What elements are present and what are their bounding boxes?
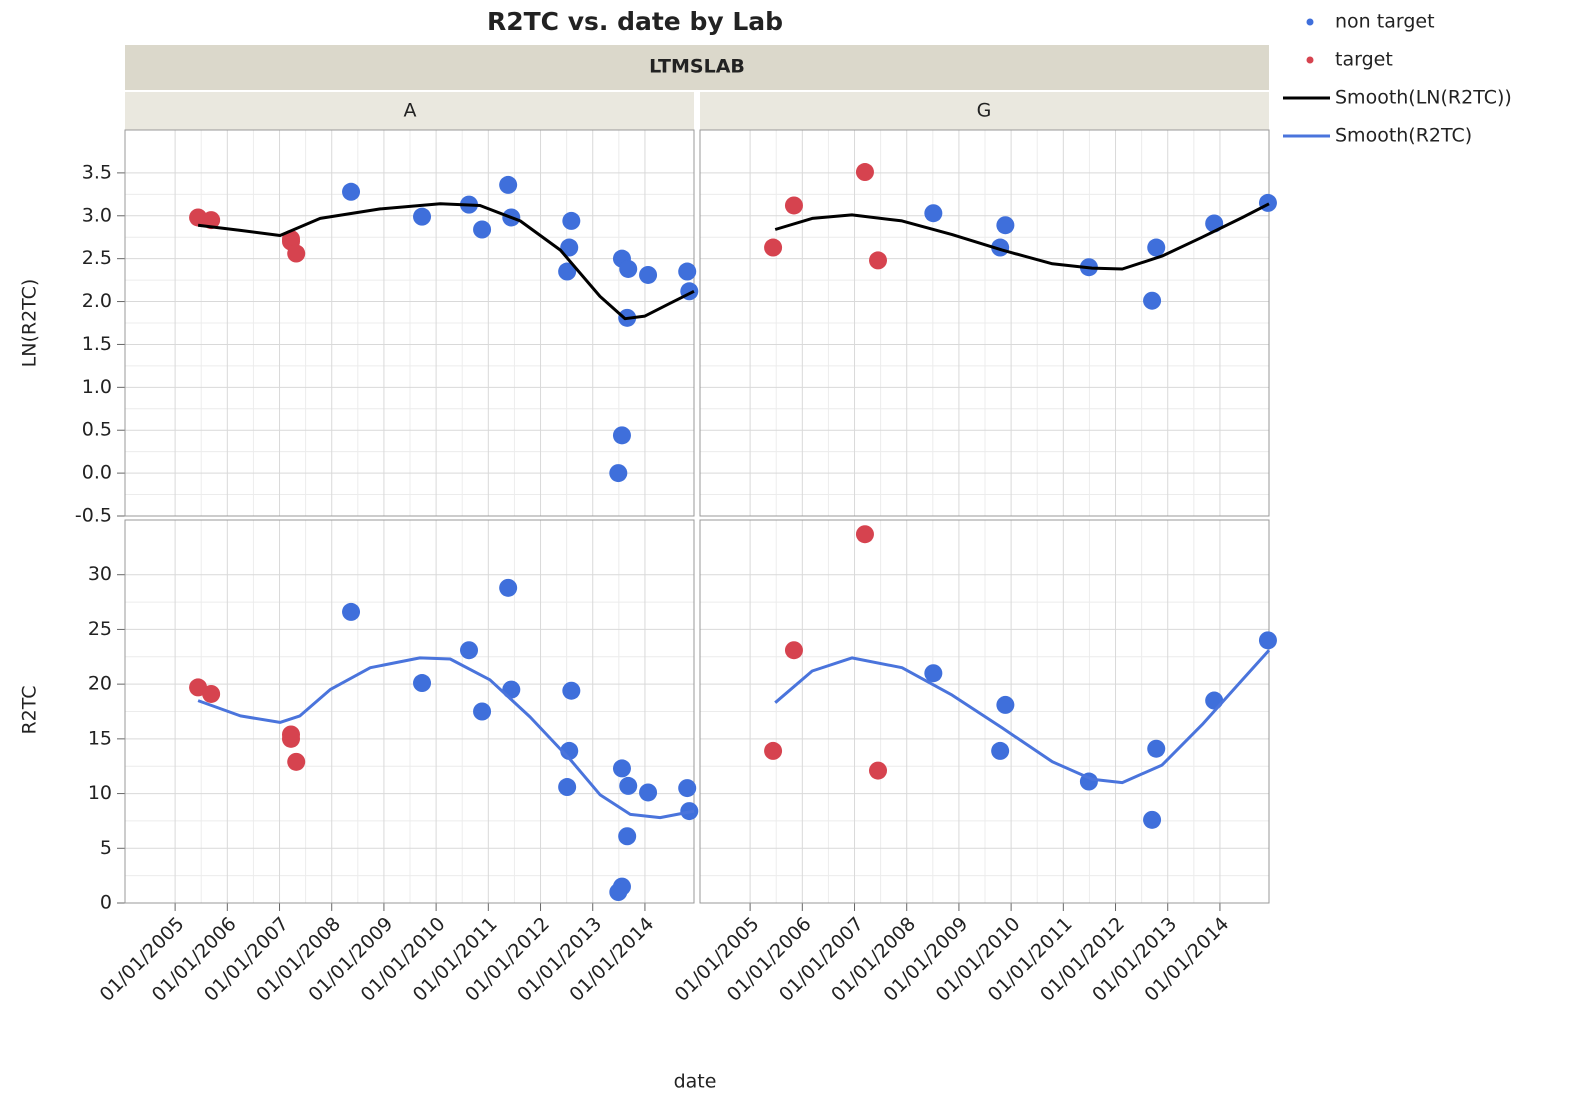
point	[473, 220, 492, 239]
y-tick-label: 3.5	[82, 161, 112, 183]
point	[924, 204, 943, 223]
point	[612, 426, 631, 445]
point	[609, 883, 628, 902]
facet-header	[125, 45, 1269, 90]
y-tick-label: 1.0	[82, 376, 112, 398]
legend-marker	[1306, 18, 1314, 26]
panel-header	[700, 92, 1269, 130]
y-tick-label: 15	[88, 727, 112, 749]
point	[1205, 691, 1224, 710]
y-axis-label: LN(R2TC)	[19, 279, 41, 368]
panel-label: A	[404, 100, 417, 122]
point	[287, 752, 306, 771]
y-tick-label: 30	[88, 563, 112, 585]
point	[869, 761, 888, 780]
point	[499, 578, 518, 597]
point	[784, 641, 803, 660]
point	[413, 207, 432, 226]
panel-frame	[699, 129, 1270, 517]
point	[639, 783, 658, 802]
point	[869, 251, 888, 270]
point	[639, 265, 658, 284]
point	[784, 196, 803, 215]
point	[996, 695, 1015, 714]
y-tick-label: 0.5	[82, 419, 112, 441]
facet-label: LTMSLAB	[649, 56, 745, 78]
y-tick-label: 10	[88, 782, 112, 804]
y-tick-label: 1.5	[82, 333, 112, 355]
point	[413, 674, 432, 693]
chart-title: R2TC vs. date by Lab	[487, 7, 783, 36]
x-axis-label: date	[674, 1071, 717, 1093]
y-tick-label: 3.0	[82, 204, 112, 226]
point	[502, 680, 521, 699]
legend-label: Smooth(LN(R2TC))	[1335, 87, 1512, 109]
panel-frame	[124, 129, 695, 517]
point	[619, 776, 638, 795]
point	[1147, 238, 1166, 257]
point	[202, 211, 221, 230]
point	[282, 729, 301, 748]
point	[855, 525, 874, 544]
legend-label: target	[1335, 49, 1393, 71]
y-tick-label: 2.5	[82, 247, 112, 269]
y-tick-label: 0.0	[82, 462, 112, 484]
point	[1147, 739, 1166, 758]
point	[764, 741, 783, 760]
point	[342, 182, 361, 201]
legend-label: non target	[1335, 11, 1435, 33]
y-axis-label: R2TC	[19, 685, 41, 734]
point	[558, 262, 577, 281]
point	[612, 759, 631, 778]
point	[473, 702, 492, 721]
legend-marker	[1306, 56, 1314, 64]
smooth-curve	[197, 656, 695, 820]
panel-label: G	[977, 100, 992, 122]
y-tick-label: 5	[100, 837, 112, 859]
smooth-curve	[774, 202, 1270, 271]
panel-frame	[699, 519, 1270, 904]
panel-header	[125, 92, 694, 130]
y-tick-label: 20	[88, 673, 112, 695]
point	[342, 602, 361, 621]
point	[1143, 291, 1162, 310]
panel-frame	[124, 519, 695, 904]
point	[1143, 810, 1162, 829]
point	[558, 778, 577, 797]
smooth-curve	[774, 649, 1271, 785]
legend-label: Smooth(R2TC)	[1335, 125, 1472, 147]
point	[619, 259, 638, 278]
point	[460, 641, 479, 660]
point	[560, 238, 579, 257]
y-tick-label: 25	[88, 618, 112, 640]
y-tick-label: 2.0	[82, 290, 112, 312]
point	[618, 827, 637, 846]
point	[609, 464, 628, 483]
point	[764, 238, 783, 257]
point	[562, 211, 581, 230]
point	[924, 664, 943, 683]
smooth-curve	[197, 202, 695, 321]
point	[1258, 631, 1277, 650]
y-tick-label: -0.5	[75, 505, 112, 527]
point	[562, 681, 581, 700]
point	[287, 244, 306, 263]
point	[202, 684, 221, 703]
point	[991, 741, 1010, 760]
y-tick-label: 0	[100, 892, 112, 914]
point	[996, 216, 1015, 235]
point	[678, 262, 697, 281]
point	[855, 163, 874, 182]
point	[678, 779, 697, 798]
point	[499, 175, 518, 194]
